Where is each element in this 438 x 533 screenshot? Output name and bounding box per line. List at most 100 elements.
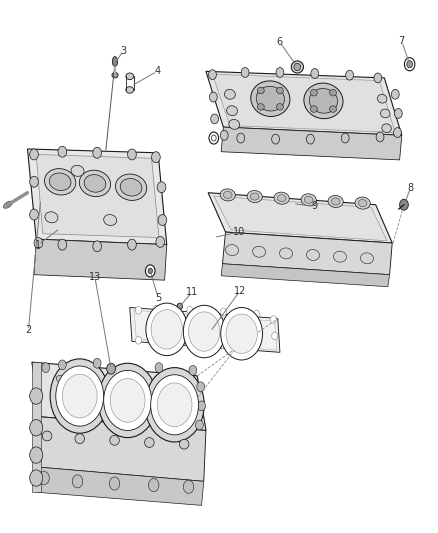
Circle shape — [211, 114, 219, 124]
Ellipse shape — [329, 106, 336, 112]
Ellipse shape — [276, 87, 283, 94]
Ellipse shape — [382, 124, 391, 133]
Circle shape — [253, 310, 259, 318]
Circle shape — [270, 316, 276, 324]
Circle shape — [146, 303, 187, 356]
Circle shape — [110, 378, 145, 422]
Ellipse shape — [407, 61, 413, 68]
Ellipse shape — [257, 87, 264, 94]
Circle shape — [145, 368, 204, 442]
Ellipse shape — [148, 268, 152, 273]
Ellipse shape — [45, 212, 58, 223]
Circle shape — [107, 364, 116, 374]
Ellipse shape — [63, 393, 71, 399]
Circle shape — [399, 199, 408, 210]
Circle shape — [184, 305, 225, 358]
Ellipse shape — [307, 249, 320, 261]
Circle shape — [241, 68, 249, 77]
Ellipse shape — [229, 119, 240, 130]
Text: 9: 9 — [312, 201, 318, 212]
Ellipse shape — [4, 201, 12, 208]
Ellipse shape — [381, 109, 390, 118]
Ellipse shape — [309, 88, 338, 113]
Circle shape — [58, 360, 66, 370]
Ellipse shape — [209, 132, 219, 144]
Circle shape — [254, 339, 260, 347]
Circle shape — [198, 401, 205, 411]
Circle shape — [184, 480, 194, 494]
Ellipse shape — [311, 106, 318, 112]
Circle shape — [394, 109, 402, 118]
Ellipse shape — [180, 439, 189, 449]
Ellipse shape — [110, 435, 119, 445]
Circle shape — [30, 209, 39, 220]
Circle shape — [127, 239, 136, 250]
Polygon shape — [34, 239, 167, 280]
Ellipse shape — [75, 434, 85, 443]
Polygon shape — [37, 467, 204, 505]
Circle shape — [221, 308, 262, 360]
Text: 10: 10 — [233, 227, 245, 237]
Circle shape — [151, 310, 183, 349]
Ellipse shape — [224, 90, 235, 99]
Text: 4: 4 — [154, 66, 160, 76]
Text: 7: 7 — [399, 36, 405, 46]
Ellipse shape — [378, 94, 387, 103]
Circle shape — [30, 419, 43, 436]
Polygon shape — [221, 127, 402, 160]
Ellipse shape — [251, 193, 259, 200]
Ellipse shape — [104, 215, 117, 225]
Ellipse shape — [328, 196, 343, 207]
Circle shape — [341, 133, 349, 143]
Circle shape — [30, 470, 43, 486]
Text: 11: 11 — [186, 287, 198, 297]
Circle shape — [153, 338, 159, 346]
Ellipse shape — [226, 106, 237, 116]
Circle shape — [220, 131, 228, 140]
Circle shape — [62, 374, 97, 418]
Polygon shape — [32, 362, 41, 492]
Circle shape — [391, 90, 399, 99]
Circle shape — [72, 475, 83, 488]
Circle shape — [58, 146, 67, 157]
Text: 13: 13 — [89, 272, 101, 282]
Circle shape — [58, 239, 67, 250]
Text: 12: 12 — [234, 286, 246, 296]
Polygon shape — [206, 71, 402, 135]
Circle shape — [157, 383, 192, 426]
Circle shape — [93, 241, 102, 252]
Circle shape — [152, 152, 160, 163]
Polygon shape — [212, 74, 395, 133]
Ellipse shape — [42, 431, 52, 441]
Ellipse shape — [145, 265, 155, 277]
Polygon shape — [36, 155, 159, 238]
Circle shape — [110, 477, 120, 490]
Circle shape — [226, 314, 257, 353]
Ellipse shape — [247, 190, 262, 203]
Ellipse shape — [212, 135, 216, 141]
Circle shape — [189, 366, 197, 375]
Ellipse shape — [145, 438, 154, 447]
Circle shape — [30, 176, 39, 187]
Polygon shape — [221, 264, 390, 287]
Ellipse shape — [71, 165, 84, 176]
Ellipse shape — [274, 192, 289, 204]
Circle shape — [135, 336, 141, 344]
Circle shape — [157, 182, 166, 193]
Circle shape — [127, 149, 136, 160]
Ellipse shape — [311, 90, 318, 96]
Circle shape — [374, 73, 382, 83]
Circle shape — [151, 375, 198, 435]
Ellipse shape — [304, 196, 313, 204]
Circle shape — [148, 479, 159, 492]
Circle shape — [311, 69, 319, 78]
Circle shape — [42, 362, 49, 373]
Circle shape — [307, 134, 314, 144]
Ellipse shape — [279, 248, 293, 259]
Ellipse shape — [223, 191, 232, 198]
Text: 8: 8 — [407, 183, 413, 193]
Circle shape — [135, 306, 141, 314]
Circle shape — [237, 133, 245, 143]
Circle shape — [272, 134, 279, 144]
Ellipse shape — [360, 253, 374, 264]
